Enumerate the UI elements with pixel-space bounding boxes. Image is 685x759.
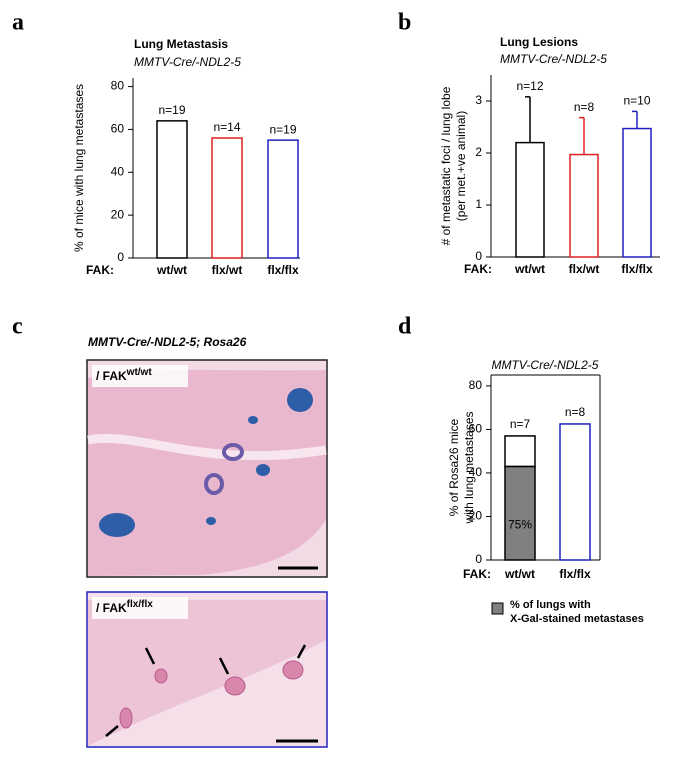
image-label-text: / FAK bbox=[96, 601, 127, 615]
panel-label: b bbox=[398, 10, 411, 36]
panel-label: a bbox=[12, 10, 24, 36]
panel-label: c bbox=[12, 314, 23, 340]
annotation: n=12 bbox=[516, 79, 543, 93]
y-tick-label: 60 bbox=[111, 122, 125, 136]
x-tick-label: wt/wt bbox=[504, 567, 535, 581]
bar bbox=[622, 127, 652, 258]
annotation: n=19 bbox=[269, 122, 296, 136]
bar bbox=[211, 137, 243, 259]
y-axis-label: # of metastatic foci / lung lobe bbox=[439, 86, 453, 245]
y-tick-label: 20 bbox=[469, 509, 483, 523]
x-prefix: FAK: bbox=[463, 567, 491, 581]
bar bbox=[569, 153, 599, 258]
legend-swatch bbox=[491, 602, 504, 615]
y-axis-label: % of mice with lung metastases bbox=[72, 84, 86, 252]
x-tick-label: flx/flx bbox=[621, 262, 653, 276]
y-axis-label: with lung metastases bbox=[462, 411, 476, 524]
histology-title: MMTV-Cre/-NDL2-5; Rosa26 bbox=[88, 335, 247, 349]
x-prefix: FAK: bbox=[464, 262, 492, 276]
x-tick-label: flx/wt bbox=[212, 263, 243, 277]
x-tick-label: wt/wt bbox=[156, 263, 187, 277]
y-tick-label: 3 bbox=[475, 93, 482, 107]
y-axis-label: % of Rosa26 mice bbox=[447, 418, 461, 516]
y-tick-label: 40 bbox=[111, 164, 125, 178]
x-tick-label: wt/wt bbox=[514, 262, 545, 276]
image-label-text: / FAK bbox=[96, 369, 127, 383]
y-tick-label: 2 bbox=[475, 145, 482, 159]
y-tick-label: 60 bbox=[469, 422, 483, 436]
chart-subtitle: MMTV-Cre/-NDL2-5 bbox=[134, 55, 241, 69]
y-tick-label: 20 bbox=[111, 207, 125, 221]
annotation: n=19 bbox=[158, 103, 185, 117]
y-axis-label: (per met.+ve animal) bbox=[454, 111, 468, 221]
chart-title: Lung Lesions bbox=[500, 35, 578, 49]
image-label-sup: flx/flx bbox=[127, 599, 154, 610]
bar-segment bbox=[504, 435, 536, 468]
annotation: n=7 bbox=[510, 417, 531, 431]
y-tick-label: 80 bbox=[111, 79, 125, 93]
chart-title: MMTV-Cre/-NDL2-5 bbox=[492, 358, 599, 372]
annotation: n=14 bbox=[213, 120, 240, 134]
y-tick-label: 80 bbox=[469, 378, 483, 392]
annotation: n=8 bbox=[565, 405, 586, 419]
chart-title: Lung Metastasis bbox=[134, 37, 228, 51]
chart-subtitle: MMTV-Cre/-NDL2-5 bbox=[500, 52, 607, 66]
x-tick-label: flx/flx bbox=[559, 567, 591, 581]
bar bbox=[156, 120, 188, 259]
x-tick-label: flx/wt bbox=[569, 262, 600, 276]
histology-image bbox=[86, 359, 328, 578]
y-tick-label: 0 bbox=[475, 249, 482, 263]
value-label: 75% bbox=[508, 517, 532, 531]
x-tick-label: flx/flx bbox=[267, 263, 299, 277]
image-label: / FAKflx/flx bbox=[96, 599, 153, 616]
bar bbox=[515, 141, 545, 258]
histology-image bbox=[86, 591, 328, 748]
bar-segment bbox=[504, 465, 536, 561]
panel-label: d bbox=[398, 314, 412, 340]
annotation: n=10 bbox=[623, 94, 650, 108]
bar bbox=[267, 139, 299, 259]
y-tick-label: 40 bbox=[469, 465, 483, 479]
y-tick-label: 0 bbox=[475, 552, 482, 566]
image-label-sup: wt/wt bbox=[126, 367, 153, 378]
bar-segment bbox=[559, 423, 591, 561]
x-prefix: FAK: bbox=[86, 263, 114, 277]
y-tick-label: 0 bbox=[117, 250, 124, 264]
annotation: n=8 bbox=[574, 100, 595, 114]
legend-text: % of lungs with X-Gal-stained metastases bbox=[510, 599, 644, 625]
y-tick-label: 1 bbox=[475, 197, 482, 211]
image-label: / FAKwt/wt bbox=[96, 367, 152, 384]
